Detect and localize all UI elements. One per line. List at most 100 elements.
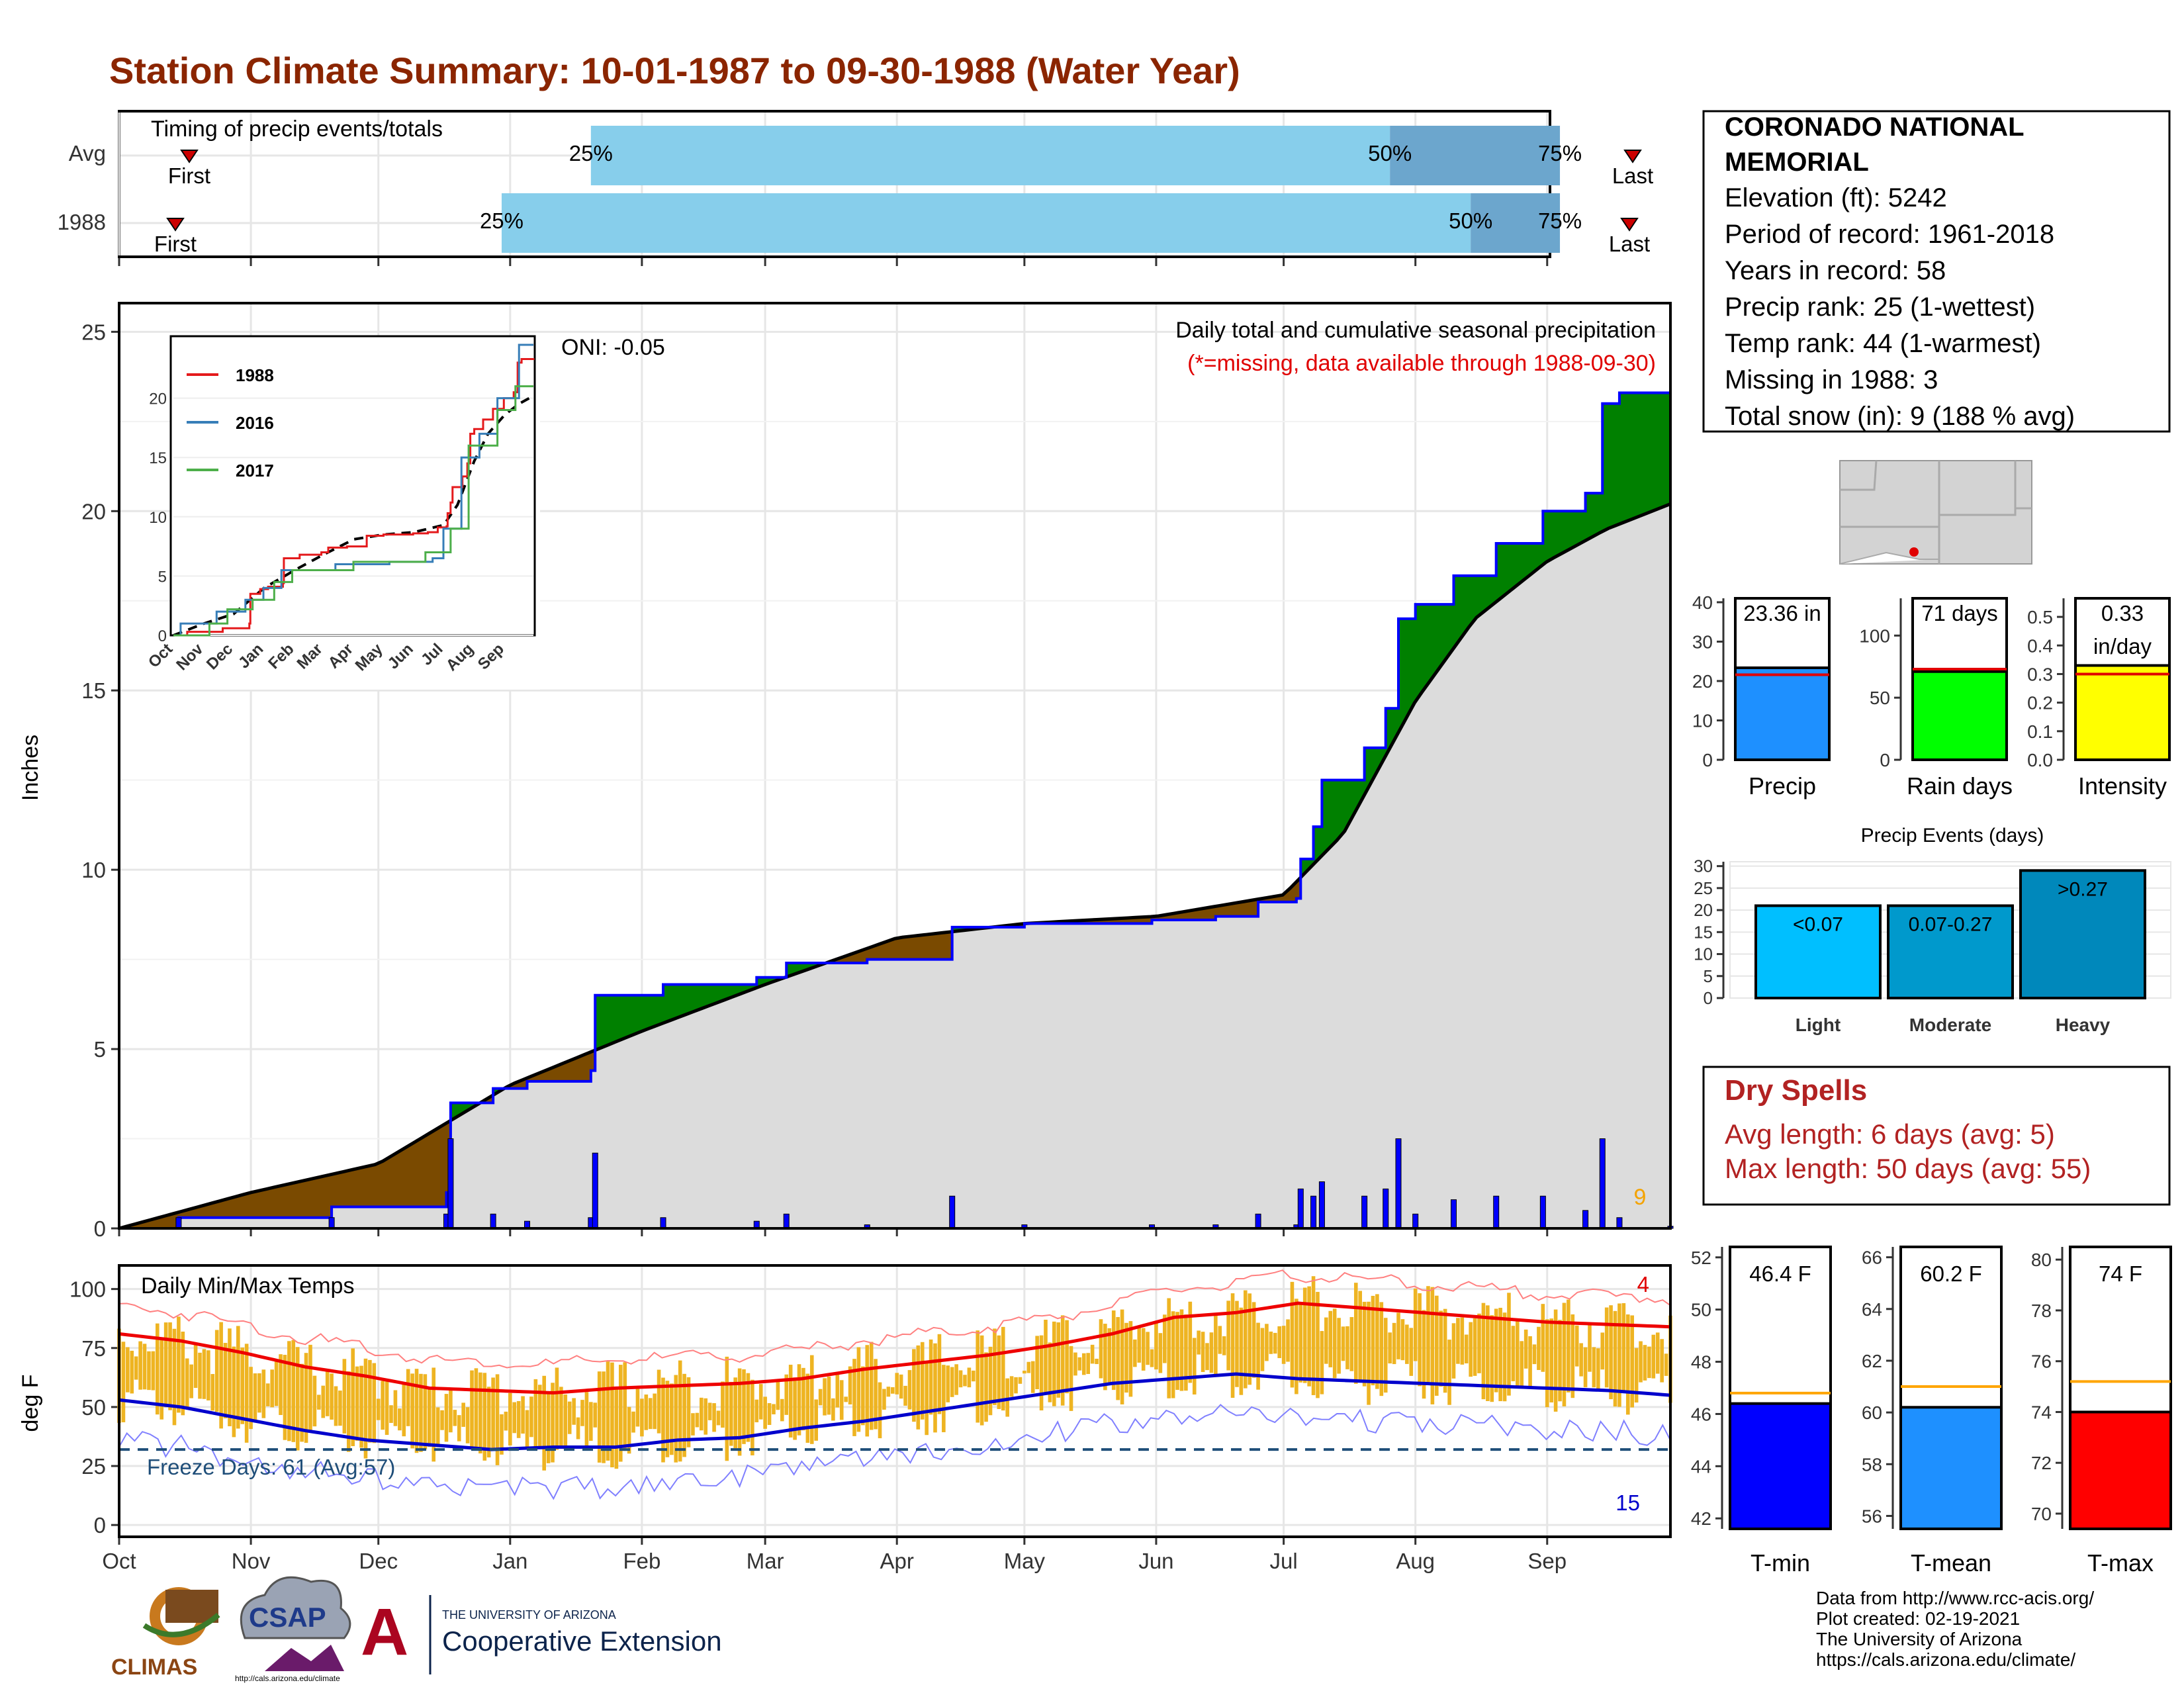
timing-label: Timing of precip events/totals: [151, 116, 443, 142]
freeze-days-label: Freeze Days: 61 (Avg:57): [147, 1455, 395, 1479]
daily-temp-bar: [351, 1348, 355, 1446]
daily-temp-bar: [814, 1399, 818, 1440]
daily-temp-bar: [185, 1359, 189, 1410]
snow-total-label: 9: [1634, 1185, 1647, 1210]
daily-temp-bar: [1019, 1377, 1023, 1384]
daily-temp-bar: [806, 1374, 810, 1443]
daily-temp-bar: [415, 1369, 419, 1453]
timing-last-1988: Last: [1609, 232, 1650, 256]
daily-temp-bar: [797, 1364, 801, 1435]
missing-note: (*=missing, data available through 1988-…: [1187, 351, 1656, 376]
summary-value-label: 71 days: [1921, 601, 1998, 625]
inset-frame: [171, 336, 535, 635]
daily-temp-bar: [1142, 1328, 1146, 1371]
daily-temp-bar: [1600, 1332, 1604, 1369]
timing-pct-25: 25%: [569, 141, 613, 165]
daily-precip-bar: [176, 1218, 181, 1228]
daily-temp-bar: [1554, 1310, 1558, 1412]
daily-precip-bar: [1494, 1196, 1499, 1228]
daily-temp-bar: [1418, 1293, 1422, 1386]
timing-pct-50: 50%: [1449, 208, 1492, 233]
daily-temp-bar: [143, 1344, 147, 1389]
daily-temp-bar: [950, 1367, 954, 1397]
climas-logo: CLIMAS: [111, 1587, 218, 1680]
daily-temp-bar: [1592, 1347, 1596, 1387]
daily-temp-bar: [1120, 1310, 1124, 1404]
daily-temp-bar: [134, 1356, 138, 1379]
daily-temp-bar: [921, 1342, 925, 1420]
station-line: Missing in 1988: 3: [1725, 365, 1938, 394]
timing-bar-25-50: [591, 126, 1390, 185]
month-label: Apr: [880, 1549, 914, 1573]
temp-summary-tick-label: 78: [2031, 1301, 2052, 1321]
daily-temp-bar: [593, 1402, 597, 1427]
temp-summary-label: T-max: [2087, 1549, 2154, 1577]
timing-last-avg: Last: [1612, 163, 1653, 188]
summary-tick-label: 0.0: [2027, 750, 2053, 770]
timing-pct-75: 75%: [1538, 141, 1582, 165]
daily-temp-bar: [1367, 1302, 1371, 1405]
daily-temp-bar: [946, 1365, 950, 1402]
daily-temp-bar: [1035, 1336, 1039, 1389]
daily-temp-bar: [729, 1382, 733, 1446]
temp-summary-tick-label: 60: [1862, 1402, 1882, 1423]
daily-temp-bar: [224, 1343, 228, 1418]
daily-precip-bar: [329, 1218, 334, 1228]
daily-temp-bar: [1095, 1359, 1099, 1364]
daily-precip-bar: [1451, 1200, 1456, 1228]
temp-summary-tick-label: 58: [1862, 1454, 1882, 1475]
month-label: Nov: [232, 1549, 271, 1573]
daily-temp-bar: [1605, 1308, 1609, 1388]
daily-precip-bar: [1413, 1214, 1418, 1228]
daily-temp-bar: [1401, 1319, 1405, 1360]
daily-precip-bar: [1540, 1196, 1545, 1228]
daily-temp-bar: [1392, 1323, 1396, 1364]
events-tick-label: 10: [1694, 944, 1713, 964]
daily-temp-bar: [678, 1361, 682, 1462]
daily-temp-bar: [487, 1387, 491, 1457]
daily-temp-bar: [445, 1394, 449, 1441]
daily-temp-bar: [206, 1350, 210, 1400]
daily-temp-bar: [963, 1375, 967, 1386]
month-label: Feb: [623, 1549, 660, 1573]
cold-days-count: 15: [1615, 1490, 1640, 1515]
daily-precip-bar: [1362, 1196, 1367, 1228]
daily-temp-bar: [1477, 1314, 1481, 1373]
daily-temp-bar: [925, 1361, 929, 1435]
precip-tick-label: 5: [94, 1037, 106, 1062]
daily-temp-bar: [865, 1345, 869, 1436]
daily-temp-bar: [1345, 1326, 1349, 1369]
temp-summary-tick-label: 52: [1691, 1248, 1711, 1268]
daily-temp-bar: [1473, 1318, 1477, 1376]
timing-pct-50: 50%: [1368, 141, 1412, 165]
daily-temp-bar: [1065, 1320, 1069, 1393]
daily-temp-bar: [938, 1334, 942, 1414]
temp-tick-label: 75: [81, 1336, 106, 1361]
daily-temp-bar: [1426, 1286, 1430, 1385]
inset-legend-label: 2017: [236, 461, 274, 480]
daily-temp-bar: [772, 1404, 776, 1414]
daily-temp-bar: [882, 1389, 886, 1410]
timing-row-avg: Avg: [69, 141, 106, 165]
daily-temp-bar: [189, 1365, 193, 1398]
daily-temp-bar: [496, 1374, 500, 1465]
credits: Data from http://www.rcc-acis.org/Plot c…: [1816, 1588, 2094, 1670]
daily-temp-bar: [564, 1394, 568, 1449]
logos: CLIMAS CSAP http://cals.arizona.edu/clim…: [111, 1577, 722, 1683]
daily-precip-bar: [1383, 1189, 1388, 1228]
month-label: Jan: [492, 1549, 527, 1573]
daily-temp-bar: [763, 1396, 767, 1428]
daily-temp-bar: [810, 1355, 814, 1444]
temp-summary-label: T-mean: [1911, 1549, 1991, 1577]
daily-temp-bar: [1405, 1324, 1409, 1363]
csap-url: http://cals.arizona.edu/climate: [235, 1674, 340, 1683]
daily-temp-bar: [704, 1398, 707, 1435]
month-label: Oct: [102, 1549, 136, 1573]
daily-temp-bar: [504, 1412, 508, 1431]
month-label: Dec: [359, 1549, 398, 1573]
daily-temp-bar: [1307, 1287, 1311, 1387]
daily-temp-bar: [406, 1369, 410, 1426]
daily-temp-bar: [529, 1396, 533, 1437]
month-label: Sep: [1527, 1549, 1567, 1573]
daily-temp-bar: [194, 1344, 198, 1388]
